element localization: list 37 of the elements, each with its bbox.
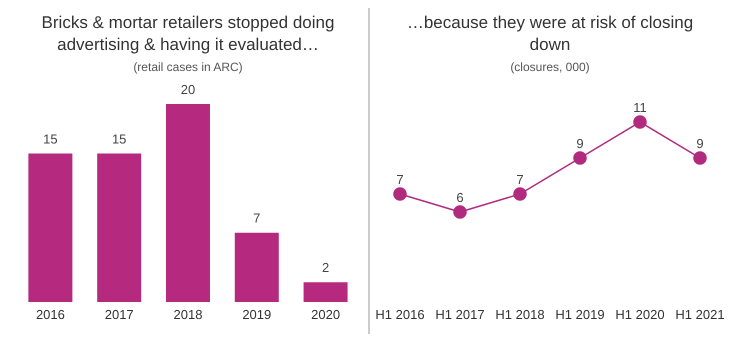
bar xyxy=(166,104,210,302)
chart-subtitle: (closures, 000) xyxy=(509,60,591,74)
data-label: 7 xyxy=(253,210,260,226)
x-tick-label: 2019 xyxy=(242,307,272,322)
point xyxy=(693,151,707,165)
point xyxy=(573,151,587,165)
data-label: 7 xyxy=(516,172,524,187)
bar xyxy=(304,282,348,302)
bar xyxy=(97,154,142,302)
x-tick-label: H1 2018 xyxy=(495,307,545,322)
bar xyxy=(28,154,72,302)
x-tick-label: H1 2019 xyxy=(555,307,605,322)
point xyxy=(453,205,467,219)
x-tick-label: H1 2020 xyxy=(615,307,665,322)
data-label: 7 xyxy=(396,172,404,187)
x-tick-label: 2020 xyxy=(311,307,340,322)
x-tick-label: H1 2021 xyxy=(675,307,725,322)
data-label: 9 xyxy=(576,136,584,151)
data-label: 15 xyxy=(43,132,58,146)
x-tick-label: H1 2016 xyxy=(375,307,425,322)
data-label: 6 xyxy=(456,190,464,205)
point xyxy=(513,187,527,201)
data-label: 11 xyxy=(633,100,647,115)
chart-title: …because they were at risk of closing down xyxy=(406,12,694,56)
data-label: 9 xyxy=(696,136,704,151)
bar xyxy=(234,232,279,302)
data-label: 2 xyxy=(322,260,330,276)
x-tick-label: 2016 xyxy=(36,307,65,322)
point xyxy=(393,187,407,201)
chart-subtitle: (retail cases in ARC) xyxy=(132,60,244,74)
x-tick-label: 2018 xyxy=(174,307,202,322)
data-label: 15 xyxy=(112,132,126,146)
data-label: 20 xyxy=(180,82,196,97)
point xyxy=(633,115,647,129)
x-tick-label: H1 2017 xyxy=(435,307,485,322)
chart-title: Bricks & mortar retailers stopped doing advertising & having it evaluated… xyxy=(40,12,336,56)
x-tick-label: 2017 xyxy=(104,307,134,322)
